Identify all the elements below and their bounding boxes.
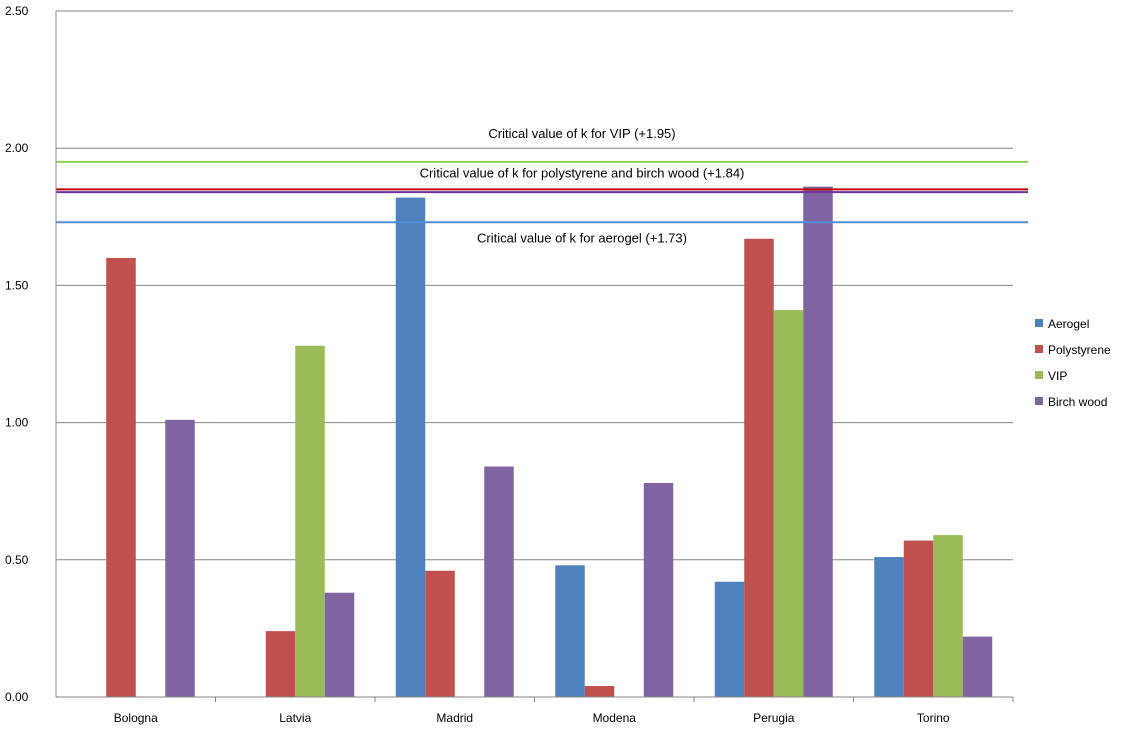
- legend-swatch: [1035, 371, 1043, 379]
- y-tick-label: 0.00: [5, 690, 29, 704]
- bar-birch-wood-perugia: [803, 186, 833, 697]
- bar-birch-wood-torino: [962, 636, 993, 697]
- axes: 0.00 0.50 1.00 1.50 2.00 2.50 Bologna Latvia Mad…: [5, 4, 1014, 725]
- reference-lines: Critical value of k for VIP (+1.95) Criti…: [56, 126, 1028, 245]
- bar-aerogel-modena: [555, 565, 585, 697]
- legend-swatch: [1035, 397, 1043, 405]
- bar-aerogel-madrid: [395, 197, 426, 698]
- y-tick-label: 0.50: [5, 553, 29, 567]
- reference-line-label: Critical value of k for VIP (+1.95): [488, 126, 675, 141]
- bar-aerogel-torino: [874, 557, 904, 697]
- legend-label: VIP: [1048, 369, 1067, 383]
- bar-vip-torino: [933, 535, 963, 697]
- bar-polystyrene-bologna: [106, 257, 136, 697]
- x-tick-label: Madrid: [436, 711, 473, 725]
- bar-polystyrene-madrid: [425, 570, 455, 697]
- bars: [106, 186, 993, 698]
- x-tick-label: Torino: [917, 711, 950, 725]
- bar-vip-latvia: [295, 345, 325, 697]
- reference-line-label: Critical value of k for polystyrene and …: [420, 165, 745, 180]
- y-tick-label: 2.50: [5, 4, 29, 18]
- y-tick-label: 1.50: [5, 278, 29, 292]
- y-tick-label: 1.00: [5, 416, 29, 430]
- legend-label: Aerogel: [1048, 317, 1089, 331]
- gridlines: [56, 10, 1013, 561]
- bar-birch-wood-madrid: [484, 466, 514, 697]
- bar-aerogel-perugia: [714, 581, 745, 697]
- y-tick-label: 2.00: [5, 141, 29, 155]
- x-tick-label: Perugia: [753, 711, 795, 725]
- bar-polystyrene-latvia: [265, 631, 296, 697]
- x-tick-label: Latvia: [279, 711, 311, 725]
- bar-birch-wood-latvia: [324, 592, 355, 697]
- legend-label: Birch wood: [1048, 395, 1107, 409]
- legend-swatch: [1035, 319, 1043, 327]
- legend: Aerogel Polystyrene VIP Birch wood: [1035, 317, 1111, 409]
- reference-line-label: Critical value of k for aerogel (+1.73): [477, 230, 687, 245]
- bar-polystyrene-perugia: [744, 238, 774, 697]
- legend-swatch: [1035, 345, 1043, 353]
- bar-birch-wood-bologna: [165, 419, 195, 697]
- x-tick-label: Bologna: [114, 711, 158, 725]
- bar-polystyrene-torino: [903, 540, 934, 697]
- bar-vip-perugia: [773, 310, 804, 697]
- bar-birch-wood-modena: [643, 482, 674, 697]
- x-tick-label: Modena: [593, 711, 637, 725]
- legend-label: Polystyrene: [1048, 343, 1111, 357]
- bar-polystyrene-modena: [584, 686, 615, 697]
